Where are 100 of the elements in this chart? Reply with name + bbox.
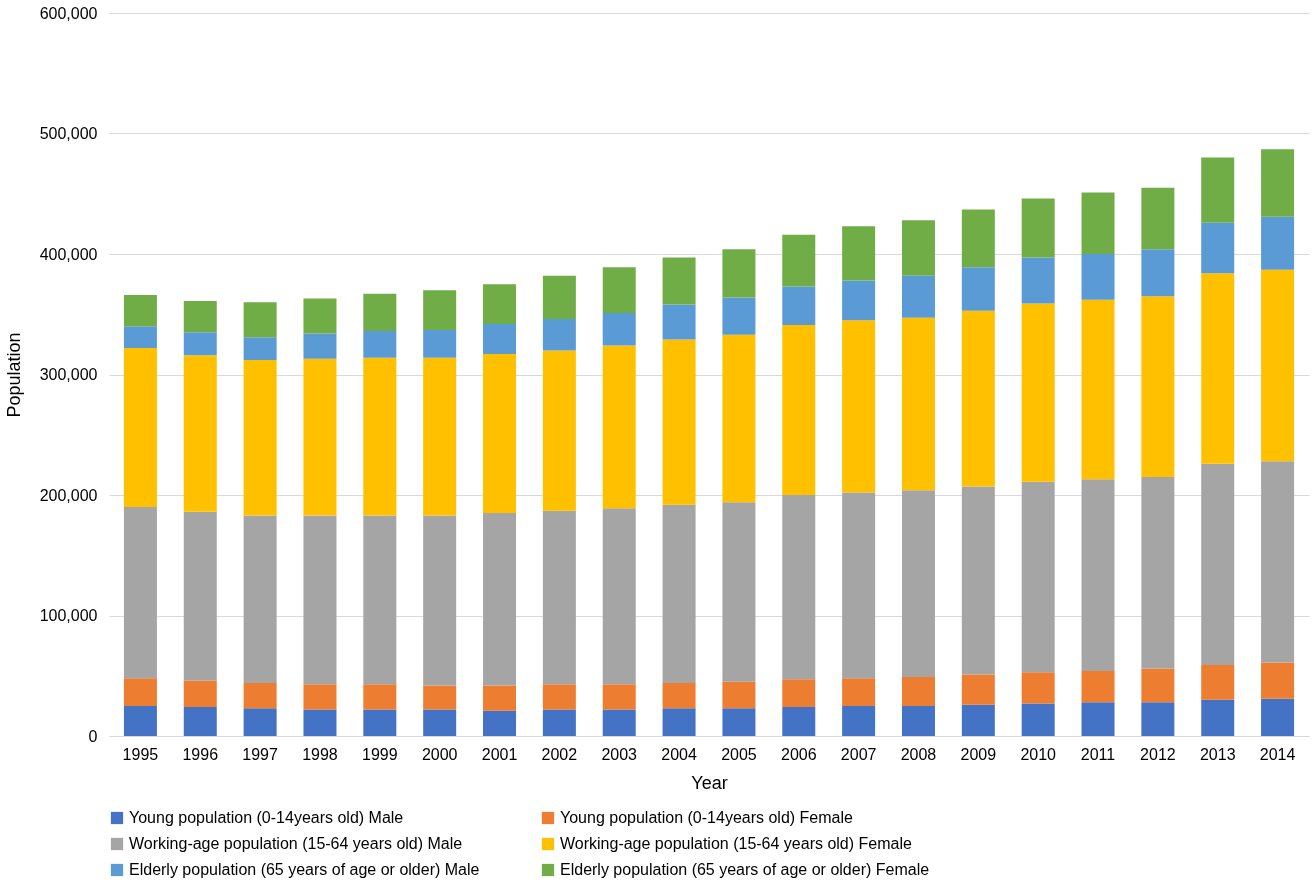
bar xyxy=(602,267,636,314)
x-tick-label: 2013 xyxy=(1199,745,1236,763)
legend-label: Elderly population (65 years of age or older) Male xyxy=(129,861,480,878)
bar xyxy=(782,707,816,736)
bar xyxy=(961,486,995,675)
bar xyxy=(1201,463,1235,665)
bar xyxy=(1141,702,1175,736)
bar xyxy=(1261,149,1295,217)
bar xyxy=(901,317,935,491)
y-tick-label: 500,000 xyxy=(39,125,98,142)
bar xyxy=(243,708,277,736)
bar xyxy=(662,682,696,709)
bar xyxy=(423,685,457,710)
bar xyxy=(183,707,217,736)
legend-label: Young population (0-14years old) Male xyxy=(129,809,404,826)
bar xyxy=(363,684,397,710)
bar xyxy=(1141,187,1175,250)
x-tick-label: 2000 xyxy=(421,745,458,763)
x-tick-label: 2007 xyxy=(840,745,877,763)
bar xyxy=(423,515,457,686)
bar xyxy=(1201,273,1235,464)
bar xyxy=(782,234,816,287)
bar xyxy=(1021,672,1055,704)
legend-label: Elderly population (65 years of age or older) Female xyxy=(560,861,930,878)
bar xyxy=(363,293,397,332)
bar xyxy=(243,302,277,338)
bar xyxy=(1201,222,1235,274)
bar xyxy=(483,685,517,711)
bar xyxy=(303,358,337,516)
x-tick-label: 2003 xyxy=(601,745,638,763)
bar xyxy=(602,313,636,346)
bar xyxy=(602,345,636,509)
bar xyxy=(183,301,217,333)
bar xyxy=(602,709,636,736)
bar xyxy=(842,320,876,493)
bar xyxy=(1141,296,1175,477)
bar xyxy=(123,678,157,706)
bar xyxy=(542,684,576,710)
bar xyxy=(602,684,636,710)
bar xyxy=(1021,198,1055,258)
bar xyxy=(901,220,935,276)
bar xyxy=(1081,479,1115,671)
bar xyxy=(1021,257,1055,304)
x-tick-label: 2002 xyxy=(541,745,578,763)
bar xyxy=(423,357,457,516)
bar xyxy=(483,323,517,355)
bar xyxy=(722,297,756,335)
bar xyxy=(1141,249,1175,297)
bar xyxy=(303,709,337,736)
bar xyxy=(363,515,397,685)
bar xyxy=(123,507,157,679)
bar xyxy=(662,708,696,736)
y-tick-label: 600,000 xyxy=(39,4,98,22)
bar xyxy=(1021,703,1055,736)
bar xyxy=(243,360,277,516)
bar xyxy=(1141,668,1175,703)
bar xyxy=(123,705,157,736)
y-tick-label: 0 xyxy=(88,727,98,745)
bar xyxy=(243,682,277,709)
bar xyxy=(303,515,337,685)
x-axis-title: Year xyxy=(691,772,728,793)
y-tick-label: 200,000 xyxy=(39,486,98,504)
bar xyxy=(961,310,995,487)
bar xyxy=(542,319,576,351)
bar xyxy=(542,510,576,685)
bar xyxy=(662,504,696,683)
bar xyxy=(901,490,935,677)
y-axis-title: Population xyxy=(3,332,24,418)
bar xyxy=(842,226,876,281)
x-tick-label: 2005 xyxy=(721,745,757,763)
bar xyxy=(1201,664,1235,700)
x-tick-label: 1997 xyxy=(242,745,279,763)
bar xyxy=(243,337,277,361)
bar xyxy=(183,332,217,356)
bar xyxy=(363,331,397,358)
bar xyxy=(1261,216,1295,270)
x-tick-label: 2006 xyxy=(780,745,817,763)
x-tick-label: 1996 xyxy=(182,745,219,763)
legend-label: Working-age population (15-64 years old) Female xyxy=(560,835,912,852)
legend-label: Working-age population (15-64 years old) Male xyxy=(129,835,463,852)
bar xyxy=(1021,303,1055,482)
bar xyxy=(243,515,277,683)
x-tick-label: 2009 xyxy=(960,745,997,763)
bar xyxy=(183,355,217,512)
bar xyxy=(1201,699,1235,736)
x-tick-label: 1995 xyxy=(122,745,159,763)
bar xyxy=(1021,481,1055,673)
bar xyxy=(662,304,696,340)
bar xyxy=(1141,476,1175,669)
bar xyxy=(1081,702,1115,736)
y-tick-label: 300,000 xyxy=(39,366,98,383)
bar xyxy=(483,710,517,736)
bar xyxy=(842,280,876,321)
bar xyxy=(123,347,157,508)
bar xyxy=(1081,192,1115,254)
bar xyxy=(123,294,157,327)
bar xyxy=(961,674,995,705)
bar xyxy=(303,298,337,334)
bar xyxy=(961,704,995,736)
bar xyxy=(1201,157,1235,223)
